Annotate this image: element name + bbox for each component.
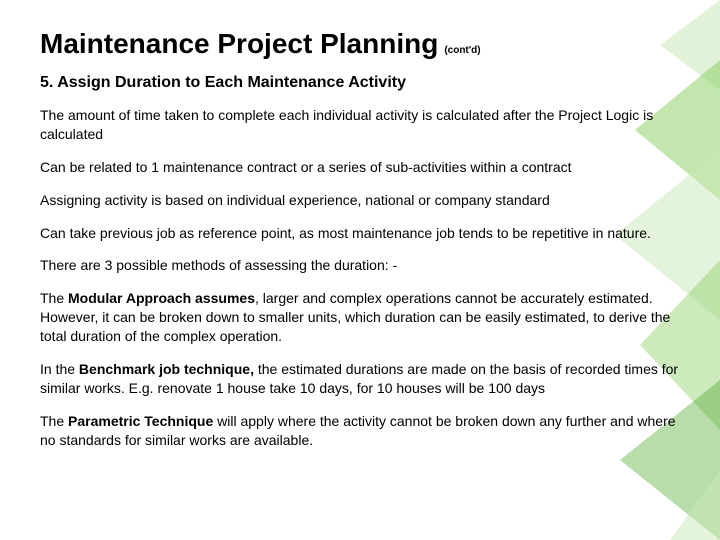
slide-subtitle: 5. Assign Duration to Each Maintenance A… [40,74,680,92]
paragraph: Can be related to 1 maintenance contract… [40,158,680,177]
paragraph: Assigning activity is based on individua… [40,191,680,210]
title-row: Maintenance Project Planning (cont'd) [40,28,680,60]
paragraph-bold: Modular Approach assumes [68,290,255,306]
paragraph-lead: The [40,413,68,429]
paragraph: The amount of time taken to complete eac… [40,106,680,144]
paragraph: There are 3 possible methods of assessin… [40,256,680,275]
slide-title: Maintenance Project Planning [40,28,438,60]
paragraph-bold: Parametric Technique [68,413,213,429]
paragraph-lead: The [40,290,68,306]
paragraph: The Parametric Technique will apply wher… [40,412,680,450]
paragraph-lead: In the [40,361,79,377]
paragraph-bold: Benchmark job technique, [79,361,254,377]
slide-content: Maintenance Project Planning (cont'd) 5.… [0,0,720,484]
paragraph-list: The amount of time taken to complete eac… [40,106,680,450]
paragraph: The Modular Approach assumes, larger and… [40,289,680,346]
paragraph: Can take previous job as reference point… [40,224,680,243]
slide-title-suffix: (cont'd) [444,45,480,56]
paragraph: In the Benchmark job technique, the esti… [40,360,680,398]
